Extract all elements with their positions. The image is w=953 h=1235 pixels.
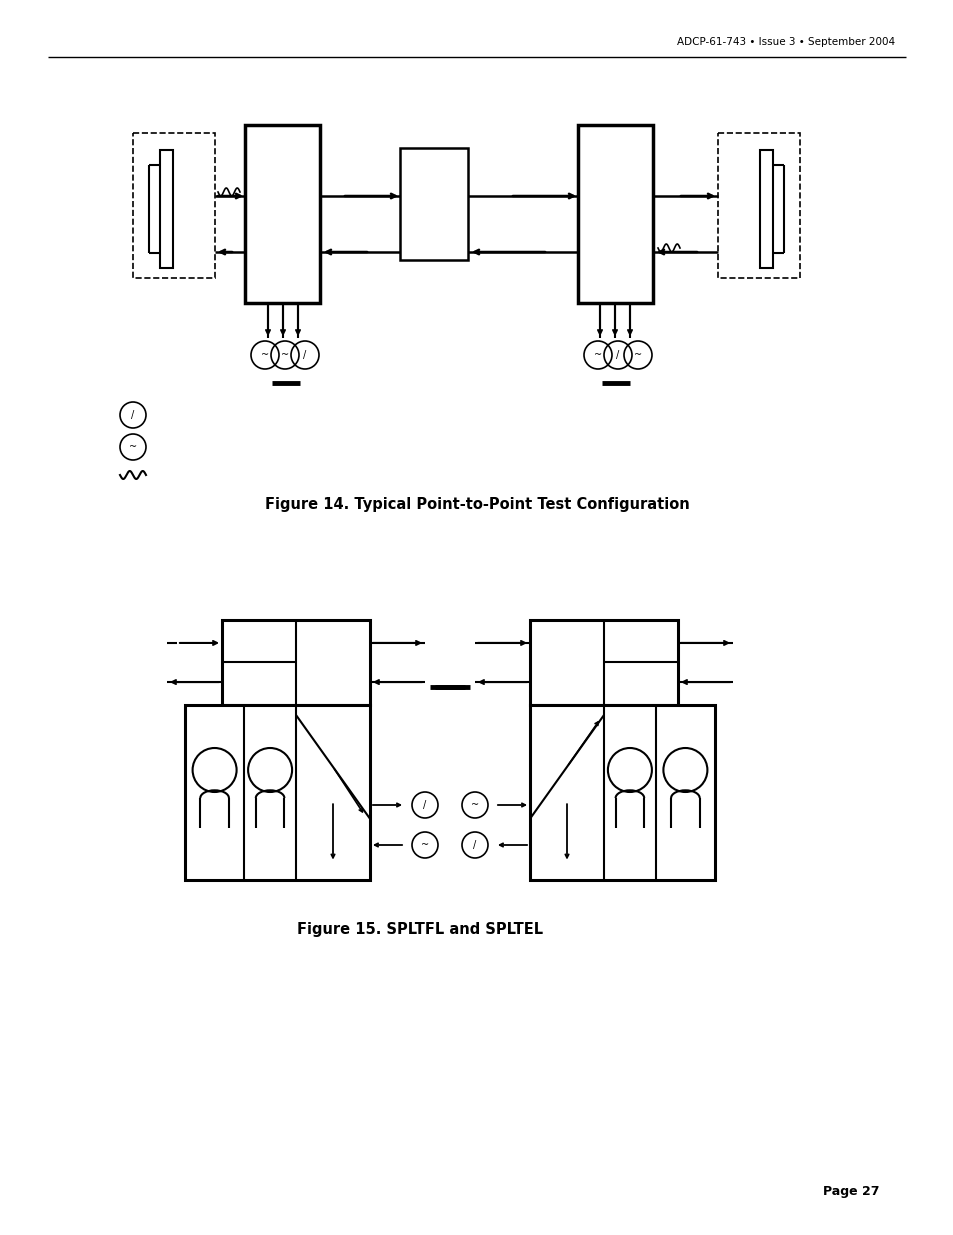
Text: ~: ~ — [634, 350, 641, 359]
Bar — [760, 149, 772, 268]
Bar — [185, 705, 370, 881]
Text: ~: ~ — [471, 800, 478, 810]
Bar — [530, 705, 714, 881]
Text: /: / — [423, 800, 426, 810]
Text: Figure 14. Typical Point-to-Point Test Configuration: Figure 14. Typical Point-to-Point Test C… — [264, 498, 689, 513]
Bar — [718, 133, 800, 278]
Text: /: / — [303, 350, 306, 359]
Bar — [222, 620, 370, 705]
Text: ~: ~ — [420, 840, 429, 850]
Text: ~: ~ — [280, 350, 289, 359]
Bar — [530, 620, 678, 705]
Bar — [132, 133, 214, 278]
Text: /: / — [616, 350, 619, 359]
Text: Page 27: Page 27 — [822, 1186, 879, 1198]
Text: ~: ~ — [594, 350, 601, 359]
Bar — [245, 125, 319, 303]
Text: ~: ~ — [261, 350, 269, 359]
Text: /: / — [473, 840, 476, 850]
Bar — [399, 148, 468, 261]
Text: ADCP-61-743 • Issue 3 • September 2004: ADCP-61-743 • Issue 3 • September 2004 — [677, 37, 894, 47]
Text: ~: ~ — [129, 442, 137, 452]
Text: Figure 15. SPLTFL and SPLTEL: Figure 15. SPLTFL and SPLTEL — [296, 923, 542, 937]
Bar — [160, 149, 172, 268]
Text: /: / — [132, 410, 134, 420]
Bar — [578, 125, 652, 303]
